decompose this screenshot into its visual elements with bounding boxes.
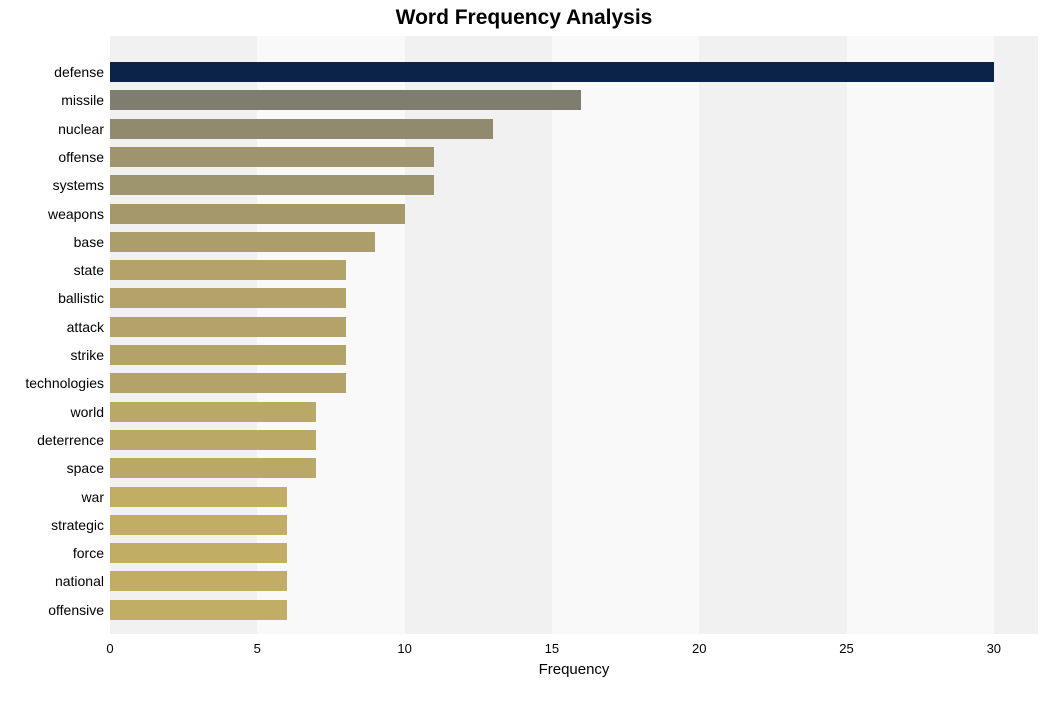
x-tick-label: 20 [692, 641, 706, 656]
bar-row [110, 147, 434, 167]
bar [110, 204, 405, 224]
bar [110, 571, 287, 591]
y-tick-label: national [55, 573, 104, 589]
bar-row [110, 458, 316, 478]
y-tick-label: offensive [48, 602, 104, 618]
x-axis-label: Frequency [539, 661, 610, 678]
bar [110, 458, 316, 478]
bar [110, 543, 287, 563]
bar [110, 288, 346, 308]
bar [110, 232, 375, 252]
bar-row [110, 317, 346, 337]
bar-row [110, 288, 346, 308]
x-tick-label: 15 [545, 641, 559, 656]
bar-row [110, 487, 287, 507]
bar [110, 487, 287, 507]
x-tick-label: 25 [839, 641, 853, 656]
y-tick-label: technologies [25, 375, 104, 391]
bar [110, 62, 994, 82]
bar-row [110, 204, 405, 224]
bar-row [110, 373, 346, 393]
bar [110, 90, 581, 110]
bar-row [110, 260, 346, 280]
bar-row [110, 402, 316, 422]
chart-title: Word Frequency Analysis [0, 6, 1048, 30]
y-tick-label: defense [54, 64, 104, 80]
y-tick-label: nuclear [58, 121, 104, 137]
bar [110, 175, 434, 195]
x-tick-label: 0 [106, 641, 113, 656]
y-tick-label: force [73, 545, 104, 561]
bar [110, 147, 434, 167]
plot-area: Frequency 051015202530defensemissilenucl… [110, 36, 1038, 634]
y-tick-label: systems [53, 177, 104, 193]
chart-container: Word Frequency Analysis Frequency 051015… [0, 0, 1048, 701]
y-tick-label: strategic [51, 517, 104, 533]
bar-row [110, 571, 287, 591]
y-tick-label: missile [61, 92, 104, 108]
y-tick-label: offense [58, 149, 104, 165]
bar-row [110, 90, 581, 110]
bar [110, 402, 316, 422]
bar-row [110, 430, 316, 450]
grid-band [994, 36, 1038, 634]
x-tick-label: 5 [254, 641, 261, 656]
bar-row [110, 119, 493, 139]
grid-band [699, 36, 846, 634]
y-tick-label: strike [71, 347, 104, 363]
bar-row [110, 515, 287, 535]
bar-row [110, 345, 346, 365]
y-tick-label: weapons [48, 206, 104, 222]
y-tick-label: base [74, 234, 104, 250]
bar-row [110, 600, 287, 620]
bar-row [110, 232, 375, 252]
y-tick-label: state [74, 262, 104, 278]
bar [110, 373, 346, 393]
bar [110, 317, 346, 337]
bar-row [110, 175, 434, 195]
x-tick-label: 30 [987, 641, 1001, 656]
bar [110, 345, 346, 365]
y-tick-label: world [71, 404, 104, 420]
y-tick-label: attack [67, 319, 104, 335]
bar [110, 515, 287, 535]
bar-row [110, 62, 994, 82]
y-tick-label: ballistic [58, 290, 104, 306]
y-tick-label: war [81, 489, 104, 505]
bar [110, 600, 287, 620]
bar [110, 430, 316, 450]
y-tick-label: deterrence [37, 432, 104, 448]
bar-row [110, 543, 287, 563]
bar [110, 260, 346, 280]
x-tick-label: 10 [397, 641, 411, 656]
y-tick-label: space [67, 460, 104, 476]
bar [110, 119, 493, 139]
